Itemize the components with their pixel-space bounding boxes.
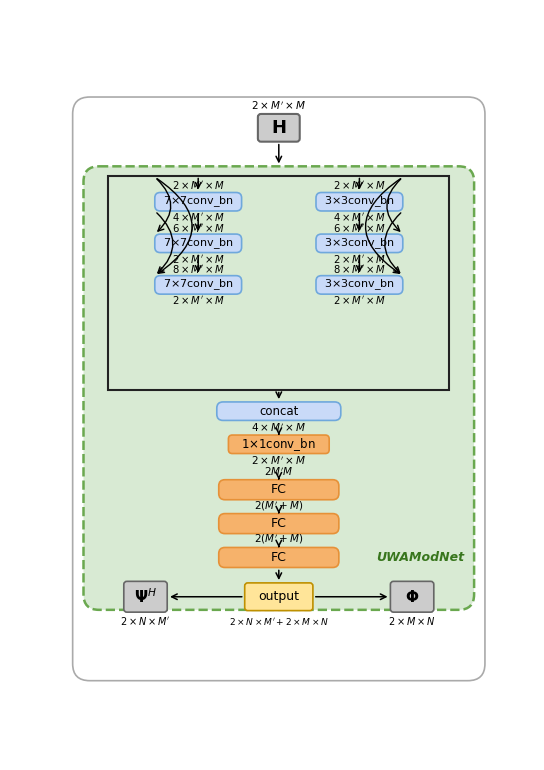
Text: output: output <box>258 591 299 603</box>
FancyBboxPatch shape <box>245 583 313 611</box>
Text: UWAModNet: UWAModNet <box>376 551 465 564</box>
Text: $2\times M\times N$: $2\times M\times N$ <box>388 615 436 628</box>
Text: FC: FC <box>271 517 287 530</box>
FancyBboxPatch shape <box>316 234 403 253</box>
Text: $3{\times}3$conv_bn: $3{\times}3$conv_bn <box>324 194 395 209</box>
Text: $6\times M^{\prime}\times M$: $6\times M^{\prime}\times M$ <box>333 222 386 234</box>
Text: FC: FC <box>271 484 287 496</box>
Text: concat: concat <box>259 405 299 417</box>
FancyBboxPatch shape <box>73 97 485 681</box>
Text: $\mathbf{H}$: $\mathbf{H}$ <box>271 119 287 137</box>
Text: $\mathbf{\Phi}$: $\mathbf{\Phi}$ <box>405 589 419 604</box>
Text: $1{\times}1$conv_bn: $1{\times}1$conv_bn <box>242 436 316 453</box>
Text: $3{\times}3$conv_bn: $3{\times}3$conv_bn <box>324 277 395 293</box>
FancyBboxPatch shape <box>155 192 242 211</box>
FancyBboxPatch shape <box>316 276 403 294</box>
Text: $2\times M^{\prime}\times M$: $2\times M^{\prime}\times M$ <box>172 294 225 306</box>
Text: $2\times N\times M^{\prime}+2\times M\times N$: $2\times N\times M^{\prime}+2\times M\ti… <box>228 616 329 627</box>
Text: $7{\times}7$conv_bn: $7{\times}7$conv_bn <box>163 236 233 251</box>
FancyBboxPatch shape <box>217 402 341 420</box>
Text: $3{\times}3$conv_bn: $3{\times}3$conv_bn <box>324 236 395 251</box>
FancyBboxPatch shape <box>155 234 242 253</box>
Text: $7{\times}7$conv_bn: $7{\times}7$conv_bn <box>163 277 233 293</box>
FancyBboxPatch shape <box>155 276 242 294</box>
Text: $4\times M^{\prime}\times M$: $4\times M^{\prime}\times M$ <box>333 211 386 223</box>
Text: $2\times M^{\prime}\times M$: $2\times M^{\prime}\times M$ <box>333 253 386 265</box>
FancyBboxPatch shape <box>228 435 329 454</box>
Text: $2(M^{\prime}+M)$: $2(M^{\prime}+M)$ <box>254 499 304 513</box>
Text: $2\times M^{\prime}\times M$: $2\times M^{\prime}\times M$ <box>251 100 306 112</box>
Text: $4\times M^{\prime}\times M$: $4\times M^{\prime}\times M$ <box>251 421 306 434</box>
FancyBboxPatch shape <box>316 192 403 211</box>
FancyBboxPatch shape <box>124 581 167 612</box>
FancyBboxPatch shape <box>391 581 434 612</box>
FancyBboxPatch shape <box>219 480 339 500</box>
Text: FC: FC <box>271 551 287 564</box>
Text: $4\times M^{\prime}\times M$: $4\times M^{\prime}\times M$ <box>172 211 225 223</box>
Text: $2\times M^{\prime}\times M$: $2\times M^{\prime}\times M$ <box>333 179 386 191</box>
Text: $2\times N\times M^{\prime}$: $2\times N\times M^{\prime}$ <box>120 615 171 628</box>
Text: $8\times M^{\prime}\times M$: $8\times M^{\prime}\times M$ <box>333 263 386 276</box>
Text: $\mathbf{\Psi}^{H}$: $\mathbf{\Psi}^{H}$ <box>134 588 157 606</box>
Text: $2\times M^{\prime}\times M$: $2\times M^{\prime}\times M$ <box>172 253 225 265</box>
Text: $8\times M^{\prime}\times M$: $8\times M^{\prime}\times M$ <box>172 263 225 276</box>
Text: $2M'M$: $2M'M$ <box>264 466 293 478</box>
FancyBboxPatch shape <box>83 166 474 610</box>
Text: $6\times M^{\prime}\times M$: $6\times M^{\prime}\times M$ <box>172 222 225 234</box>
Text: $2(M^{\prime}+M)$: $2(M^{\prime}+M)$ <box>254 533 304 547</box>
Text: $2\times M^{\prime}\times M$: $2\times M^{\prime}\times M$ <box>172 179 225 191</box>
Text: $2\times M^{\prime}\times M$: $2\times M^{\prime}\times M$ <box>251 454 306 467</box>
Text: $2\times M^{\prime}\times M$: $2\times M^{\prime}\times M$ <box>333 294 386 306</box>
Bar <box>108 176 449 390</box>
FancyBboxPatch shape <box>258 114 300 142</box>
FancyBboxPatch shape <box>219 514 339 534</box>
FancyBboxPatch shape <box>219 547 339 567</box>
Text: $7{\times}7$conv_bn: $7{\times}7$conv_bn <box>163 194 233 209</box>
